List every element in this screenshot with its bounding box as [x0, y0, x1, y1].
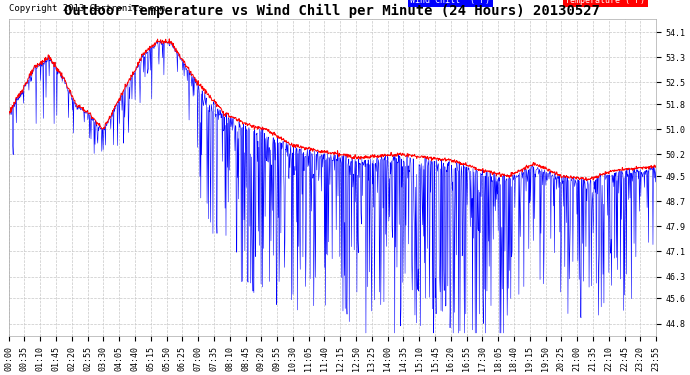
Text: Copyright 2013 Cartronics.com: Copyright 2013 Cartronics.com	[9, 4, 164, 13]
Text: Wind Chill  (°F): Wind Chill (°F)	[410, 0, 490, 5]
Title: Outdoor Temperature vs Wind Chill per Minute (24 Hours) 20130527: Outdoor Temperature vs Wind Chill per Mi…	[64, 4, 600, 18]
Text: Temperature (°F): Temperature (°F)	[566, 0, 645, 5]
